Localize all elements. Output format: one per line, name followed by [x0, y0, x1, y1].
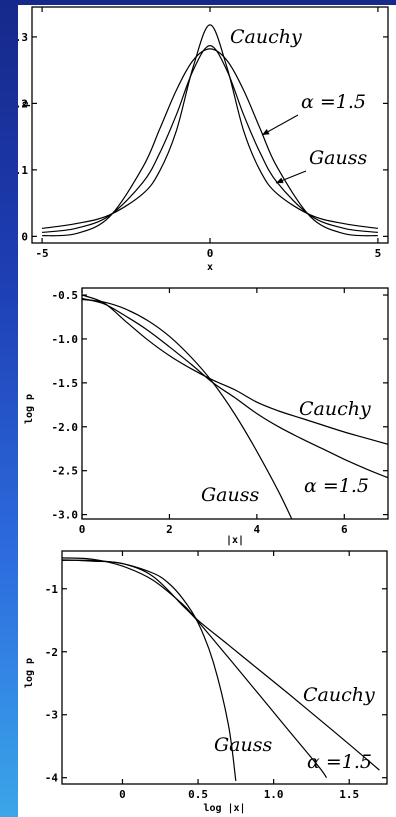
x-axis-label: x [207, 262, 213, 273]
plot-frame [61, 550, 388, 785]
y-tick-label: -0.5 [52, 289, 79, 302]
x-tick-label: 4 [254, 523, 261, 536]
x-tick-label: 0 [207, 247, 214, 260]
y-tick-label: -1.0 [52, 333, 79, 346]
series-line-15 [82, 297, 388, 479]
series-line-cauchy [42, 24, 378, 229]
plot-frame [81, 287, 389, 520]
y-tick-label: -3.0 [52, 509, 79, 522]
y-axis-label: log p [24, 658, 35, 688]
annotation-arrowhead [262, 128, 270, 135]
chart-2: 0 2 4 6 -0.5 -1.0 -1.5 -2.0 -2.5 -3.0 |x| log p Cauc… [24, 287, 389, 546]
y-tick-label: -4 [45, 772, 59, 785]
x-tick-label: -5 [35, 247, 48, 260]
annotation-label: α =1.5 [301, 91, 366, 113]
series-line-gauss [42, 48, 378, 237]
x-tick-label: 1.0 [264, 788, 284, 801]
x-axis-label: |x| [226, 535, 244, 546]
plot-frame [31, 6, 389, 244]
x-axis-label: log |x| [203, 803, 245, 814]
annotation-label: α =1.5 [304, 475, 369, 497]
x-tick-label: 0 [119, 788, 126, 801]
annotation-arrowhead [276, 177, 284, 184]
y-axis-label: log p [24, 394, 35, 424]
y-tick-label: -1.5 [52, 377, 79, 390]
x-tick-label: 5 [375, 247, 382, 260]
series-line-cauchy [62, 557, 380, 771]
x-tick-label: 1.5 [339, 788, 359, 801]
y-tick-label: -2 [45, 646, 58, 659]
series-line-cauchy [82, 294, 388, 445]
annotation-label: Gauss [214, 734, 272, 756]
series-line-15 [42, 44, 378, 233]
y-tick-label: 0 [21, 230, 28, 243]
y-tick-label: 0.1 [18, 164, 28, 177]
y-tick-label: 0.3 [18, 31, 28, 44]
x-tick-label: 0.5 [188, 788, 208, 801]
x-tick-label: 6 [341, 523, 348, 536]
chart-3: 0 0.5 1.0 1.5 -1 -2 -3 -4 log |x| log p Cauchy α =1… [24, 550, 388, 814]
y-tick-label: -2.0 [52, 421, 79, 434]
annotation-label: Gauss [309, 147, 367, 169]
annotation-label: Gauss [201, 484, 259, 506]
annotation-label: Cauchy [303, 684, 375, 706]
series-line-gauss [82, 298, 293, 519]
y-tick-label: -1 [45, 583, 59, 596]
figure-panel: -5 0 5 0 0.1 0.2 0.3 x p Cauchy α =1.5 Gauss 0 2 4 6 -0.… [18, 5, 396, 817]
y-axis-label: p [20, 101, 31, 107]
series-line-15 [62, 559, 328, 779]
annotation-label: Cauchy [299, 398, 371, 420]
y-tick-label: -3 [45, 709, 58, 722]
x-tick-label: 2 [166, 523, 173, 536]
y-tick-label: -2.5 [52, 465, 79, 478]
series-line-gauss [62, 559, 237, 781]
chart-1: -5 0 5 0 0.1 0.2 0.3 x p Cauchy α =1.5 Gauss [18, 6, 389, 273]
y-tick-label: 0.2 [18, 97, 28, 110]
figure-svg: -5 0 5 0 0.1 0.2 0.3 x p Cauchy α =1.5 Gauss 0 2 4 6 -0.… [18, 6, 389, 814]
annotation-label: α =1.5 [307, 751, 372, 773]
x-tick-label: 0 [79, 523, 86, 536]
annotation-label: Cauchy [230, 26, 302, 48]
